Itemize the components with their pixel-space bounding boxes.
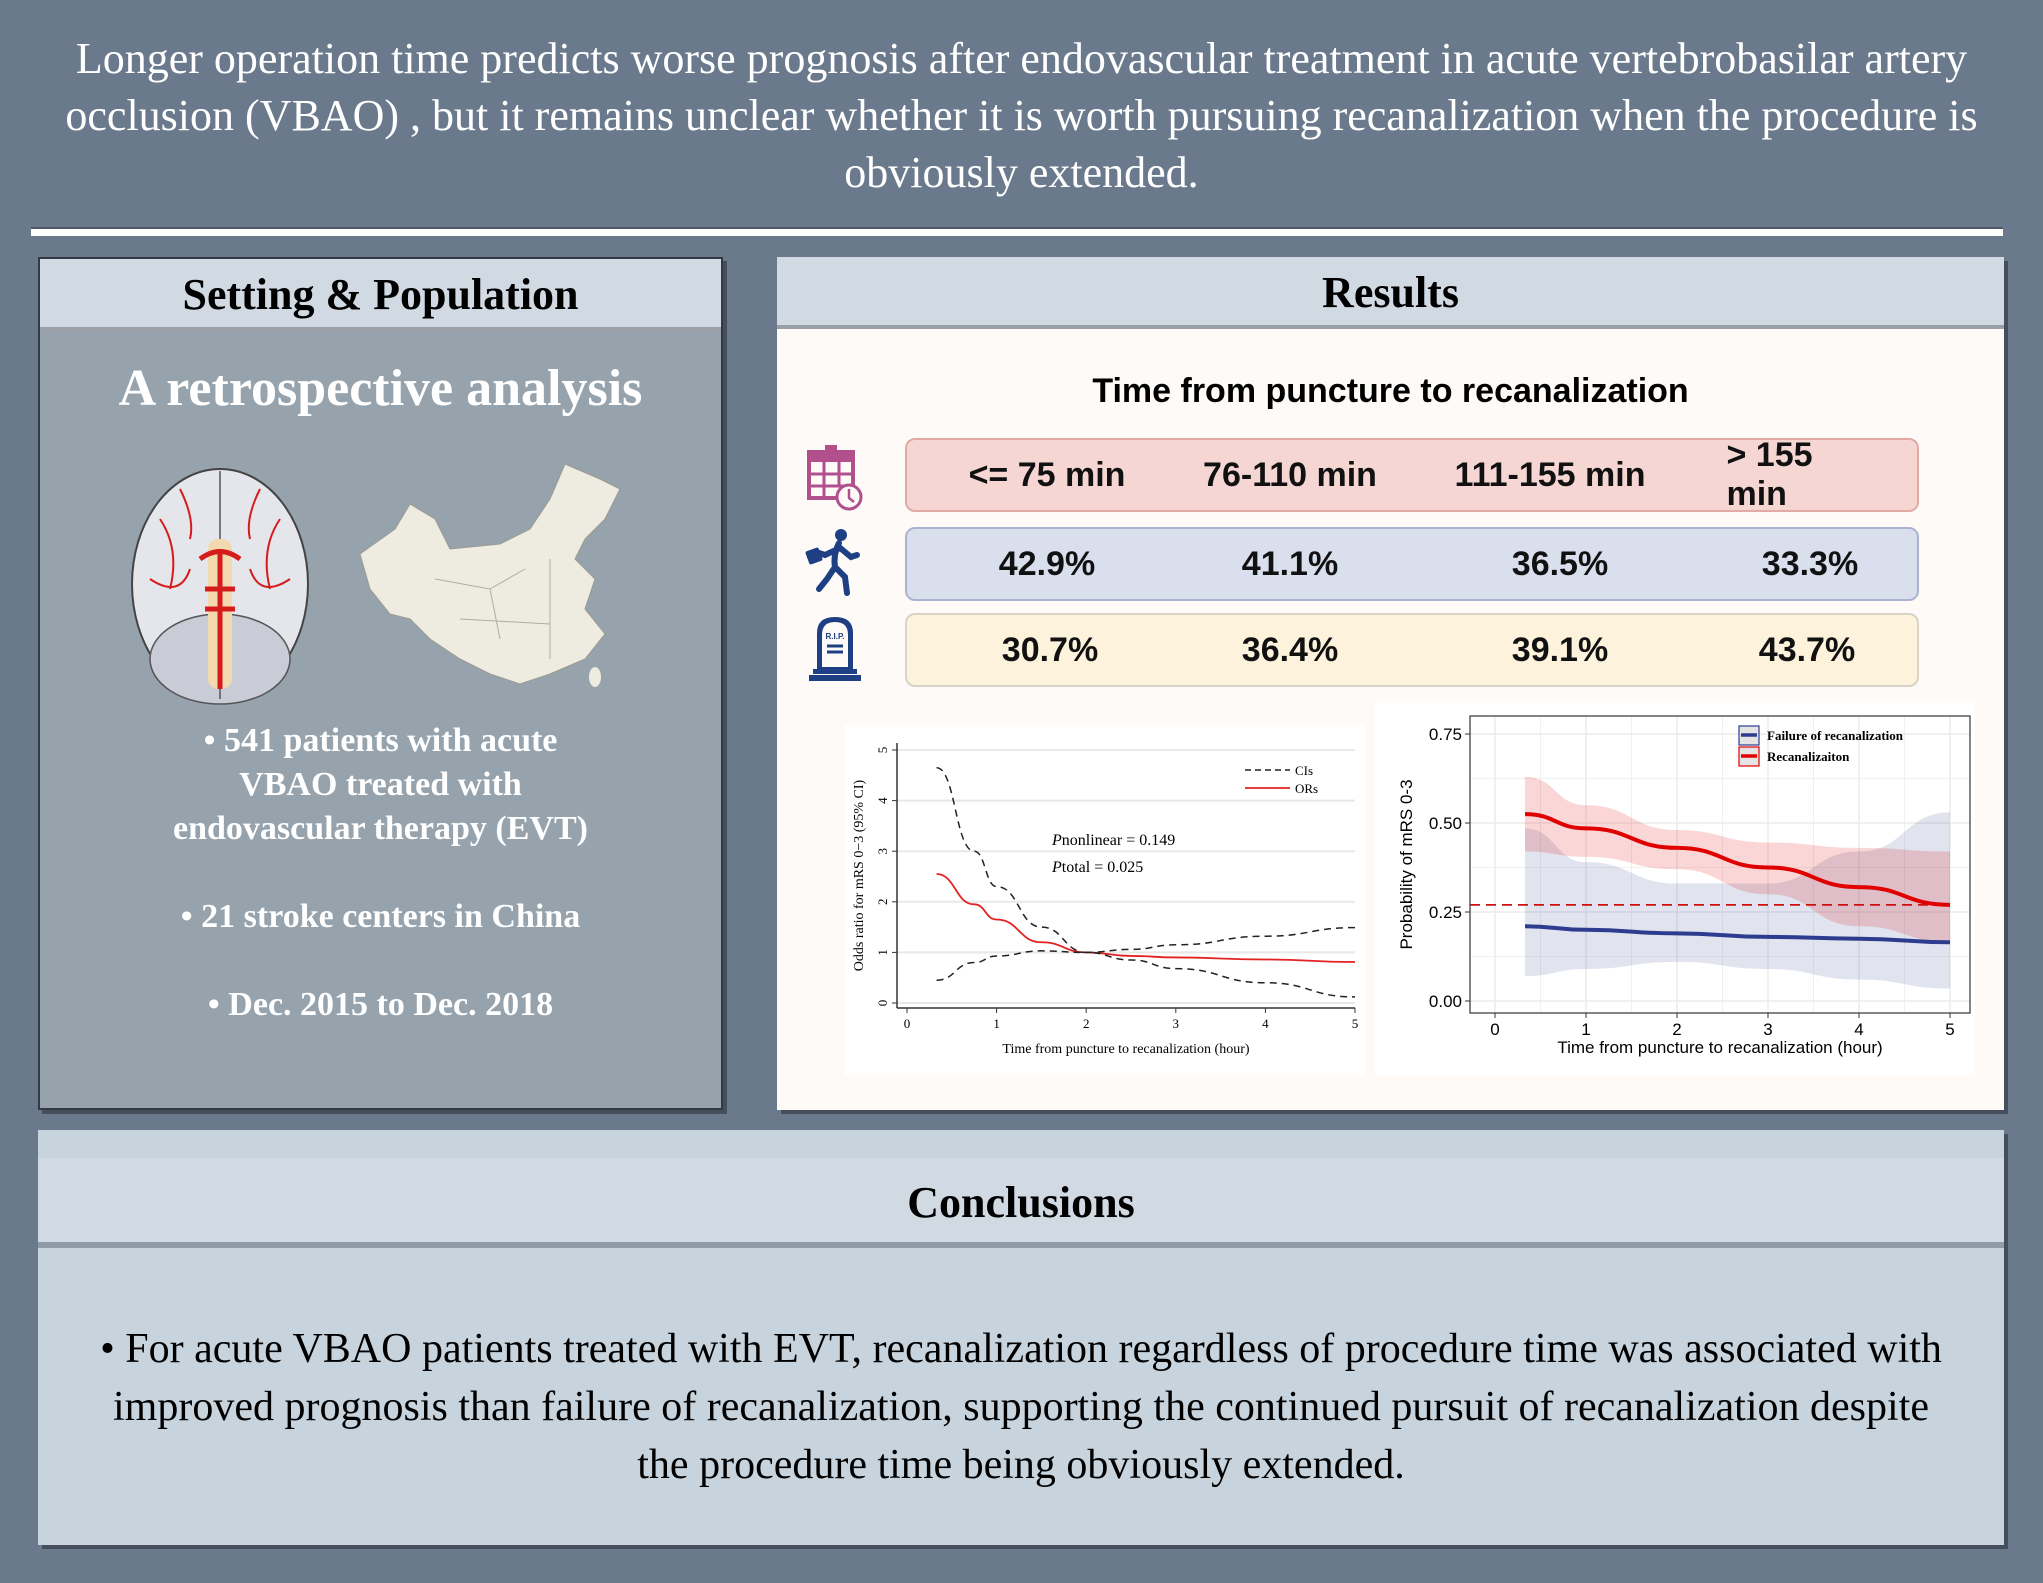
conclusions-heading: Conclusions	[38, 1158, 2004, 1248]
divider	[31, 229, 2003, 236]
tombstone-icon: R.I.P.	[809, 617, 861, 681]
x-tick-label: 5	[1945, 1020, 1954, 1039]
series-line-cis-lower	[936, 926, 1356, 981]
y-tick-label: 2	[875, 899, 890, 906]
main-title: Longer operation time predicts worse pro…	[65, 34, 1978, 197]
y-tick-label: 3	[875, 848, 890, 855]
p-value-annotation: Pnonlinear = 0.149	[1051, 832, 1175, 849]
running-man-icon	[805, 529, 860, 596]
x-tick-label: 4	[1262, 1016, 1269, 1031]
probability-chart: 0.00 0.25 0.50 0.75 0 1 2 3 4 5 Time from puncture…	[1375, 701, 1975, 1076]
y-axis-label: Probability of mRS 0-3	[1397, 779, 1416, 949]
bullet-patients: • 541 patients with acute VBAO treated w…	[173, 722, 588, 847]
x-tick-label: 5	[1352, 1016, 1359, 1031]
y-tick-label: 0.00	[1429, 992, 1462, 1011]
mortality-1: 30.7%	[1001, 630, 1099, 669]
x-tick-label: 4	[1854, 1020, 1863, 1039]
x-tick-label: 1	[1581, 1020, 1590, 1039]
mortality-2: 36.4%	[1241, 630, 1339, 669]
results-heading: Results	[777, 257, 2004, 329]
x-axis-label: Time from puncture to recanalization (ho…	[1557, 1038, 1882, 1057]
y-tick-label: 0.75	[1429, 725, 1462, 744]
time-range-row: <= 75 min 76-110 min 111-155 min > 155 m…	[905, 436, 1919, 513]
results-panel: Results Time from puncture to recanaliza…	[777, 257, 2004, 1110]
x-tick-label: 3	[1173, 1016, 1180, 1031]
setting-bullets: • 541 patients with acute VBAO treated w…	[40, 719, 721, 1071]
legend-ors: ORs	[1295, 781, 1318, 796]
x-tick-label: 1	[993, 1016, 1000, 1031]
setting-heading: Setting & Population	[40, 259, 721, 331]
setting-subtitle: A retrospective analysis	[118, 360, 643, 417]
series-line-recanalization	[1525, 812, 1951, 907]
china-map-icon	[359, 463, 621, 687]
time-range-2: 76-110 min	[1203, 455, 1377, 494]
setting-population-panel: Setting & Population A retrospective ana…	[38, 257, 723, 1110]
x-tick-label: 0	[904, 1016, 911, 1031]
legend-cis: CIs	[1295, 763, 1313, 778]
series-line-failure	[1525, 924, 1951, 945]
y-tick-label: 0	[875, 1000, 890, 1007]
good-outcome-4: 33.3%	[1761, 544, 1859, 583]
odds-ratio-chart: 0 1 2 3 4 5 0 1 2 3 4 5 Time from puncture to recana…	[845, 725, 1365, 1075]
legend-label: Recanalizaiton	[1767, 749, 1850, 764]
y-tick-label: 0.50	[1429, 814, 1462, 833]
x-axis-label: Time from puncture to recanalization (ho…	[1002, 1042, 1249, 1057]
ci-band-recanalization	[1525, 776, 1950, 943]
x-tick-label: 2	[1672, 1020, 1681, 1039]
x-tick-label: 2	[1083, 1016, 1090, 1031]
time-range-3: 111-155 min	[1454, 455, 1646, 494]
y-tick-label: 1	[875, 949, 890, 956]
time-range-1: <= 75 min	[968, 455, 1126, 494]
series-line-cis	[936, 766, 1356, 998]
legend-label: Failure of recanalization	[1767, 728, 1904, 743]
x-tick-label: 0	[1490, 1020, 1499, 1039]
y-axis-label: Odds ratio for mRS 0−3 (95% CI)	[852, 779, 867, 971]
mortality-3: 39.1%	[1511, 630, 1609, 669]
bullet-centers: • 21 stroke centers in China	[180, 898, 581, 935]
mortality-row: 30.7% 36.4% 39.1% 43.7%	[905, 613, 1919, 687]
good-outcome-1: 42.9%	[998, 544, 1096, 583]
good-outcome-3: 36.5%	[1511, 544, 1609, 583]
ci-band-failure	[1525, 812, 1950, 989]
p-value-annotation: Ptotal = 0.025	[1051, 859, 1143, 876]
svg-text:R.I.P.: R.I.P.	[826, 632, 845, 641]
conclusions-text: • For acute VBAO patients treated with E…	[100, 1326, 1942, 1488]
good-outcome-2: 41.1%	[1241, 544, 1339, 583]
mortality-4: 43.7%	[1758, 630, 1856, 669]
conclusions-panel: Conclusions • For acute VBAO patients tr…	[38, 1130, 2004, 1545]
plot-frame	[1469, 715, 1971, 1014]
y-tick-label: 4	[875, 797, 890, 804]
y-tick-label: 0.25	[1429, 903, 1462, 922]
brain-icon	[131, 468, 309, 705]
results-table-title: Time from puncture to recanalization	[1092, 372, 1689, 410]
bullet-dates: • Dec. 2015 to Dec. 2018	[207, 986, 554, 1023]
y-tick-label: 5	[875, 747, 890, 754]
x-tick-label: 3	[1763, 1020, 1772, 1039]
good-outcome-row: 42.9% 41.1% 36.5% 33.3%	[905, 527, 1919, 601]
time-range-4: > 155 min	[1726, 436, 1813, 513]
calendar-clock-icon	[807, 445, 863, 511]
